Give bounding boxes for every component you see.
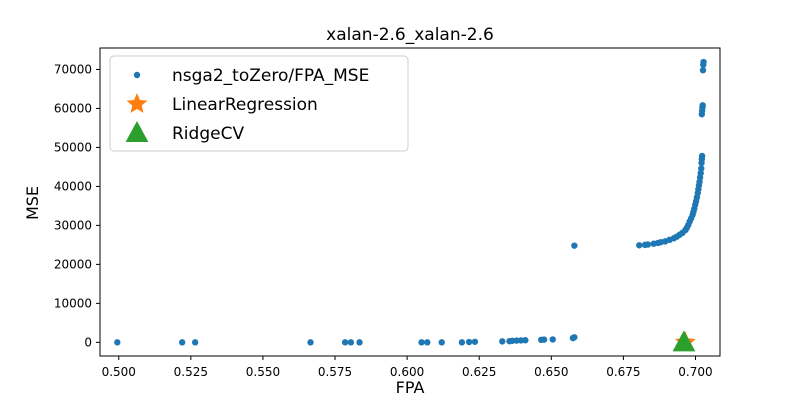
data-point xyxy=(699,67,707,74)
y-tick-label: 70000 xyxy=(54,62,92,76)
data-point xyxy=(424,339,431,346)
data-point xyxy=(418,339,425,346)
x-tick-label: 0.675 xyxy=(606,365,640,379)
series-circle xyxy=(114,58,707,346)
y-tick-label: 20000 xyxy=(54,257,92,271)
data-point xyxy=(438,339,445,346)
data-point xyxy=(540,336,548,343)
legend-marker xyxy=(125,121,149,142)
data-point xyxy=(356,339,363,346)
data-point xyxy=(698,165,705,172)
legend-frame xyxy=(109,55,409,152)
y-tick-label: 10000 xyxy=(54,296,92,310)
data-point xyxy=(465,338,473,346)
legend-label: nsga2_toZero/FPA_MSE xyxy=(172,66,369,86)
data-point xyxy=(458,339,466,346)
legend-marker xyxy=(126,93,148,113)
x-tick-label: 0.500 xyxy=(102,365,136,379)
y-tick-label: 30000 xyxy=(54,218,92,232)
plot-frame xyxy=(99,47,721,357)
x-axis: 0.500 0.525 0.550 0.575 0.600 0.625 0.650 0.675… xyxy=(102,356,713,379)
x-tick-label: 0.600 xyxy=(390,365,424,379)
data-point xyxy=(307,339,314,346)
x-tick-label: 0.700 xyxy=(678,365,712,379)
data-point xyxy=(522,337,529,344)
x-tick-label: 0.525 xyxy=(174,365,208,379)
series-triangle xyxy=(672,330,696,352)
data-point xyxy=(347,339,355,346)
y-tick-label: 50000 xyxy=(54,140,92,154)
data-point xyxy=(341,339,349,346)
data-point xyxy=(571,242,578,249)
y-tick-label: 0 xyxy=(84,335,92,349)
data-point xyxy=(178,339,186,346)
data-point xyxy=(499,338,506,345)
legend: nsga2_toZero/FPA_MSE LinearRegression Ridg… xyxy=(109,55,409,152)
data-point xyxy=(698,152,706,160)
y-tick-label: 40000 xyxy=(54,179,92,193)
plot-area xyxy=(114,58,707,352)
x-axis-label: FPA xyxy=(396,378,425,397)
chart-title: xalan-2.6_xalan-2.6 xyxy=(326,25,494,45)
x-tick-label: 0.575 xyxy=(318,365,352,379)
data-point xyxy=(636,242,643,249)
data-point xyxy=(644,241,652,248)
data-point xyxy=(114,339,121,346)
data-point xyxy=(471,338,479,345)
y-axis-label: MSE xyxy=(23,186,42,220)
x-tick-label: 0.650 xyxy=(534,365,568,379)
data-point xyxy=(700,58,707,66)
data-point xyxy=(697,169,704,177)
x-tick-label: 0.625 xyxy=(462,365,496,379)
y-tick-label: 60000 xyxy=(54,101,92,115)
data-point xyxy=(549,336,556,343)
data-point xyxy=(699,102,706,109)
y-axis: 0 10000 20000 30000 40000 50000 60000 70000 xyxy=(54,62,100,349)
data-point xyxy=(672,330,696,352)
x-tick-label: 0.550 xyxy=(246,365,280,379)
legend-label: LinearRegression xyxy=(172,95,318,115)
legend-label: RidgeCV xyxy=(172,124,244,144)
data-point xyxy=(191,339,199,346)
data-point xyxy=(571,334,578,341)
legend-marker xyxy=(133,71,141,79)
